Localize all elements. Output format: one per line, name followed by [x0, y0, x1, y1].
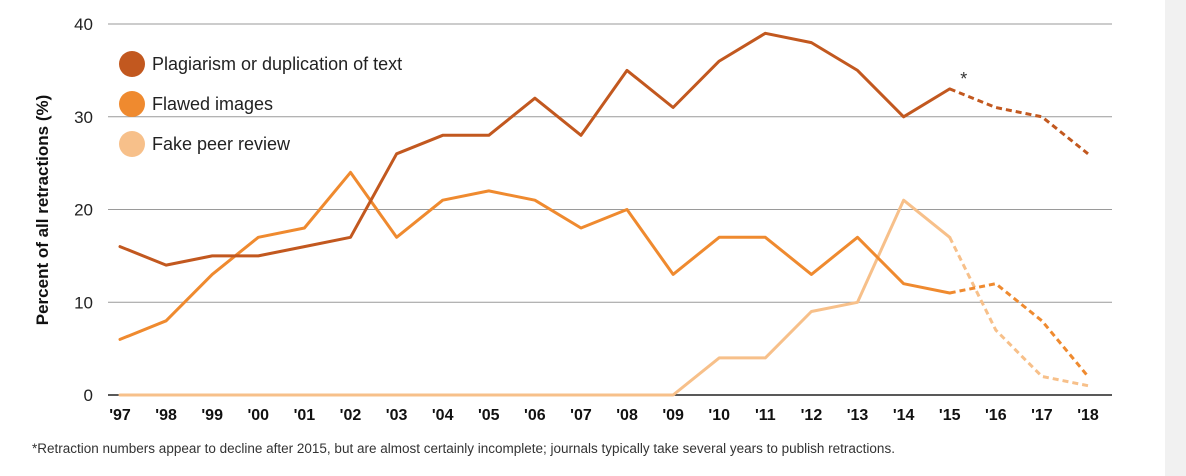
y-tick-label: 30 [74, 108, 93, 127]
x-tick-label: '02 [340, 407, 362, 424]
footnote: *Retraction numbers appear to decline af… [32, 441, 895, 456]
x-tick-label: '15 [939, 407, 961, 424]
y-axis-label: Percent of all retractions (%) [33, 95, 52, 326]
x-tick-label: '18 [1077, 407, 1099, 424]
legend-label: Flawed images [152, 94, 273, 114]
x-tick-label: '99 [201, 407, 223, 424]
grid [108, 23, 1112, 303]
x-tick-label: '17 [1031, 407, 1053, 424]
y-axis-ticks: 0 10 20 30 40 [74, 15, 93, 405]
annotation-asterisk: * [960, 69, 967, 89]
series-line-dashed-fake-peer-review [948, 236, 1089, 388]
series-line-plagiarism-or-duplication-of-text [118, 31, 952, 267]
y-tick-label: 0 [84, 386, 93, 405]
x-tick-label: '00 [247, 407, 269, 424]
y-tick-label: 10 [74, 293, 93, 312]
legend-label: Fake peer review [152, 134, 291, 154]
series [118, 31, 1090, 397]
legend: Plagiarism or duplication of text Flawed … [119, 51, 402, 157]
x-tick-label: '10 [708, 407, 730, 424]
x-tick-label: '05 [478, 407, 500, 424]
x-axis-ticks: '97 '98 '99 '00 '01 '02 '03 '04 '05 '06 '07 '08 '09 '… [109, 407, 1099, 424]
x-tick-label: '03 [386, 407, 408, 424]
x-tick-label: '08 [616, 407, 638, 424]
x-tick-label: '16 [985, 407, 1007, 424]
y-tick-label: 20 [74, 201, 93, 220]
x-tick-label: '12 [801, 407, 823, 424]
series-line-dashed-plagiarism-or-duplication-of-text [949, 87, 1089, 155]
y-tick-label: 40 [74, 15, 93, 34]
x-tick-label: '11 [755, 407, 776, 424]
x-tick-label: '01 [294, 407, 316, 424]
legend-swatch [119, 91, 145, 117]
x-tick-label: '14 [893, 407, 915, 424]
x-tick-label: '07 [570, 407, 592, 424]
x-tick-label: '09 [662, 407, 684, 424]
series-line-fake-peer-review [118, 198, 952, 397]
side-strip [1165, 0, 1186, 476]
legend-swatch [119, 131, 145, 157]
legend-label: Plagiarism or duplication of text [152, 54, 402, 74]
series-line-dashed-flawed-images [949, 282, 1090, 378]
x-tick-label: '97 [109, 407, 131, 424]
x-tick-label: '13 [847, 407, 869, 424]
legend-swatch [119, 51, 145, 77]
x-tick-label: '04 [432, 407, 454, 424]
x-tick-label: '06 [524, 407, 546, 424]
series-line-flawed-images [118, 170, 952, 341]
x-tick-label: '98 [155, 407, 177, 424]
